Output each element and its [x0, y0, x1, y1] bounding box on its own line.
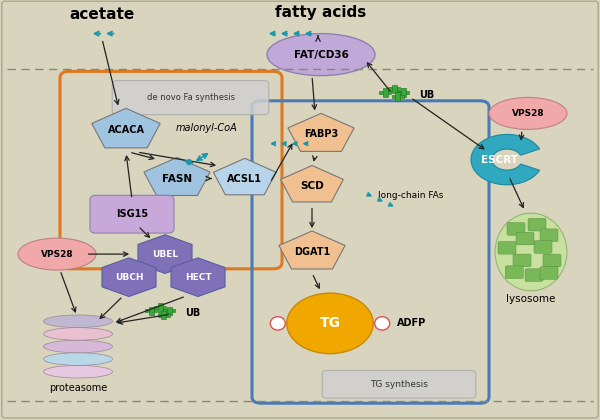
FancyBboxPatch shape [540, 229, 558, 241]
Bar [392, 85, 397, 93]
Text: ESCRT: ESCRT [481, 155, 518, 165]
Bar [154, 306, 166, 309]
Polygon shape [288, 113, 354, 151]
Ellipse shape [489, 97, 567, 129]
Text: FASN: FASN [162, 173, 192, 184]
Bar [397, 91, 409, 94]
Polygon shape [138, 235, 192, 273]
Text: FABP3: FABP3 [304, 129, 338, 139]
Text: FAT/CD36: FAT/CD36 [293, 50, 349, 60]
Bar [379, 91, 391, 94]
Text: VPS28: VPS28 [512, 109, 544, 118]
Ellipse shape [44, 365, 113, 378]
Text: UBCH: UBCH [115, 273, 143, 282]
FancyBboxPatch shape [90, 195, 174, 233]
Bar [395, 92, 400, 101]
FancyBboxPatch shape [513, 254, 531, 267]
Text: TG: TG [320, 316, 341, 331]
FancyBboxPatch shape [525, 269, 543, 281]
Text: DGAT1: DGAT1 [294, 247, 330, 257]
FancyBboxPatch shape [543, 254, 561, 267]
Text: ISG15: ISG15 [116, 209, 148, 219]
Bar [383, 88, 388, 97]
FancyBboxPatch shape [507, 223, 525, 235]
Bar [149, 307, 154, 315]
Text: ACACA: ACACA [107, 125, 145, 135]
Bar [158, 303, 163, 312]
Text: lysosome: lysosome [506, 294, 556, 304]
Polygon shape [214, 158, 276, 195]
Text: ACSL1: ACSL1 [227, 173, 262, 184]
Bar [145, 309, 157, 312]
Polygon shape [92, 108, 160, 148]
FancyBboxPatch shape [322, 370, 476, 398]
FancyBboxPatch shape [540, 267, 558, 279]
Text: fatty acids: fatty acids [275, 5, 367, 20]
Text: de novo Fa synthesis: de novo Fa synthesis [147, 93, 235, 102]
Polygon shape [281, 165, 343, 202]
Ellipse shape [44, 315, 113, 328]
Bar [401, 88, 406, 97]
Text: VPS28: VPS28 [41, 249, 73, 259]
Text: proteasome: proteasome [49, 383, 107, 393]
Ellipse shape [44, 328, 113, 340]
Ellipse shape [374, 317, 390, 330]
Bar [167, 307, 172, 315]
Ellipse shape [18, 238, 96, 270]
Text: ADFP: ADFP [397, 318, 427, 328]
Polygon shape [171, 258, 225, 297]
FancyBboxPatch shape [498, 241, 516, 254]
Text: TG synthesis: TG synthesis [370, 380, 428, 389]
Text: UBEL: UBEL [152, 249, 178, 259]
Text: long-chain FAs: long-chain FAs [379, 191, 443, 200]
FancyBboxPatch shape [528, 218, 546, 231]
Text: UB: UB [185, 308, 200, 318]
Polygon shape [279, 231, 345, 269]
Bar [161, 311, 166, 319]
FancyBboxPatch shape [112, 81, 269, 115]
Text: UB: UB [419, 89, 434, 100]
Polygon shape [144, 158, 210, 195]
Ellipse shape [44, 353, 113, 365]
FancyBboxPatch shape [505, 266, 523, 278]
Ellipse shape [495, 213, 567, 291]
Ellipse shape [44, 340, 113, 353]
Ellipse shape [267, 34, 375, 76]
FancyBboxPatch shape [516, 232, 534, 245]
Bar [158, 313, 170, 317]
Text: malonyl-CoA: malonyl-CoA [176, 123, 238, 133]
Wedge shape [471, 134, 539, 185]
FancyBboxPatch shape [534, 241, 552, 253]
Circle shape [287, 293, 373, 354]
Ellipse shape [271, 317, 286, 330]
Bar [163, 309, 175, 312]
Bar [388, 87, 400, 91]
Text: HECT: HECT [185, 273, 211, 282]
Text: SCD: SCD [300, 181, 324, 191]
Text: acetate: acetate [70, 7, 134, 22]
Bar [392, 95, 404, 98]
Polygon shape [102, 258, 156, 297]
